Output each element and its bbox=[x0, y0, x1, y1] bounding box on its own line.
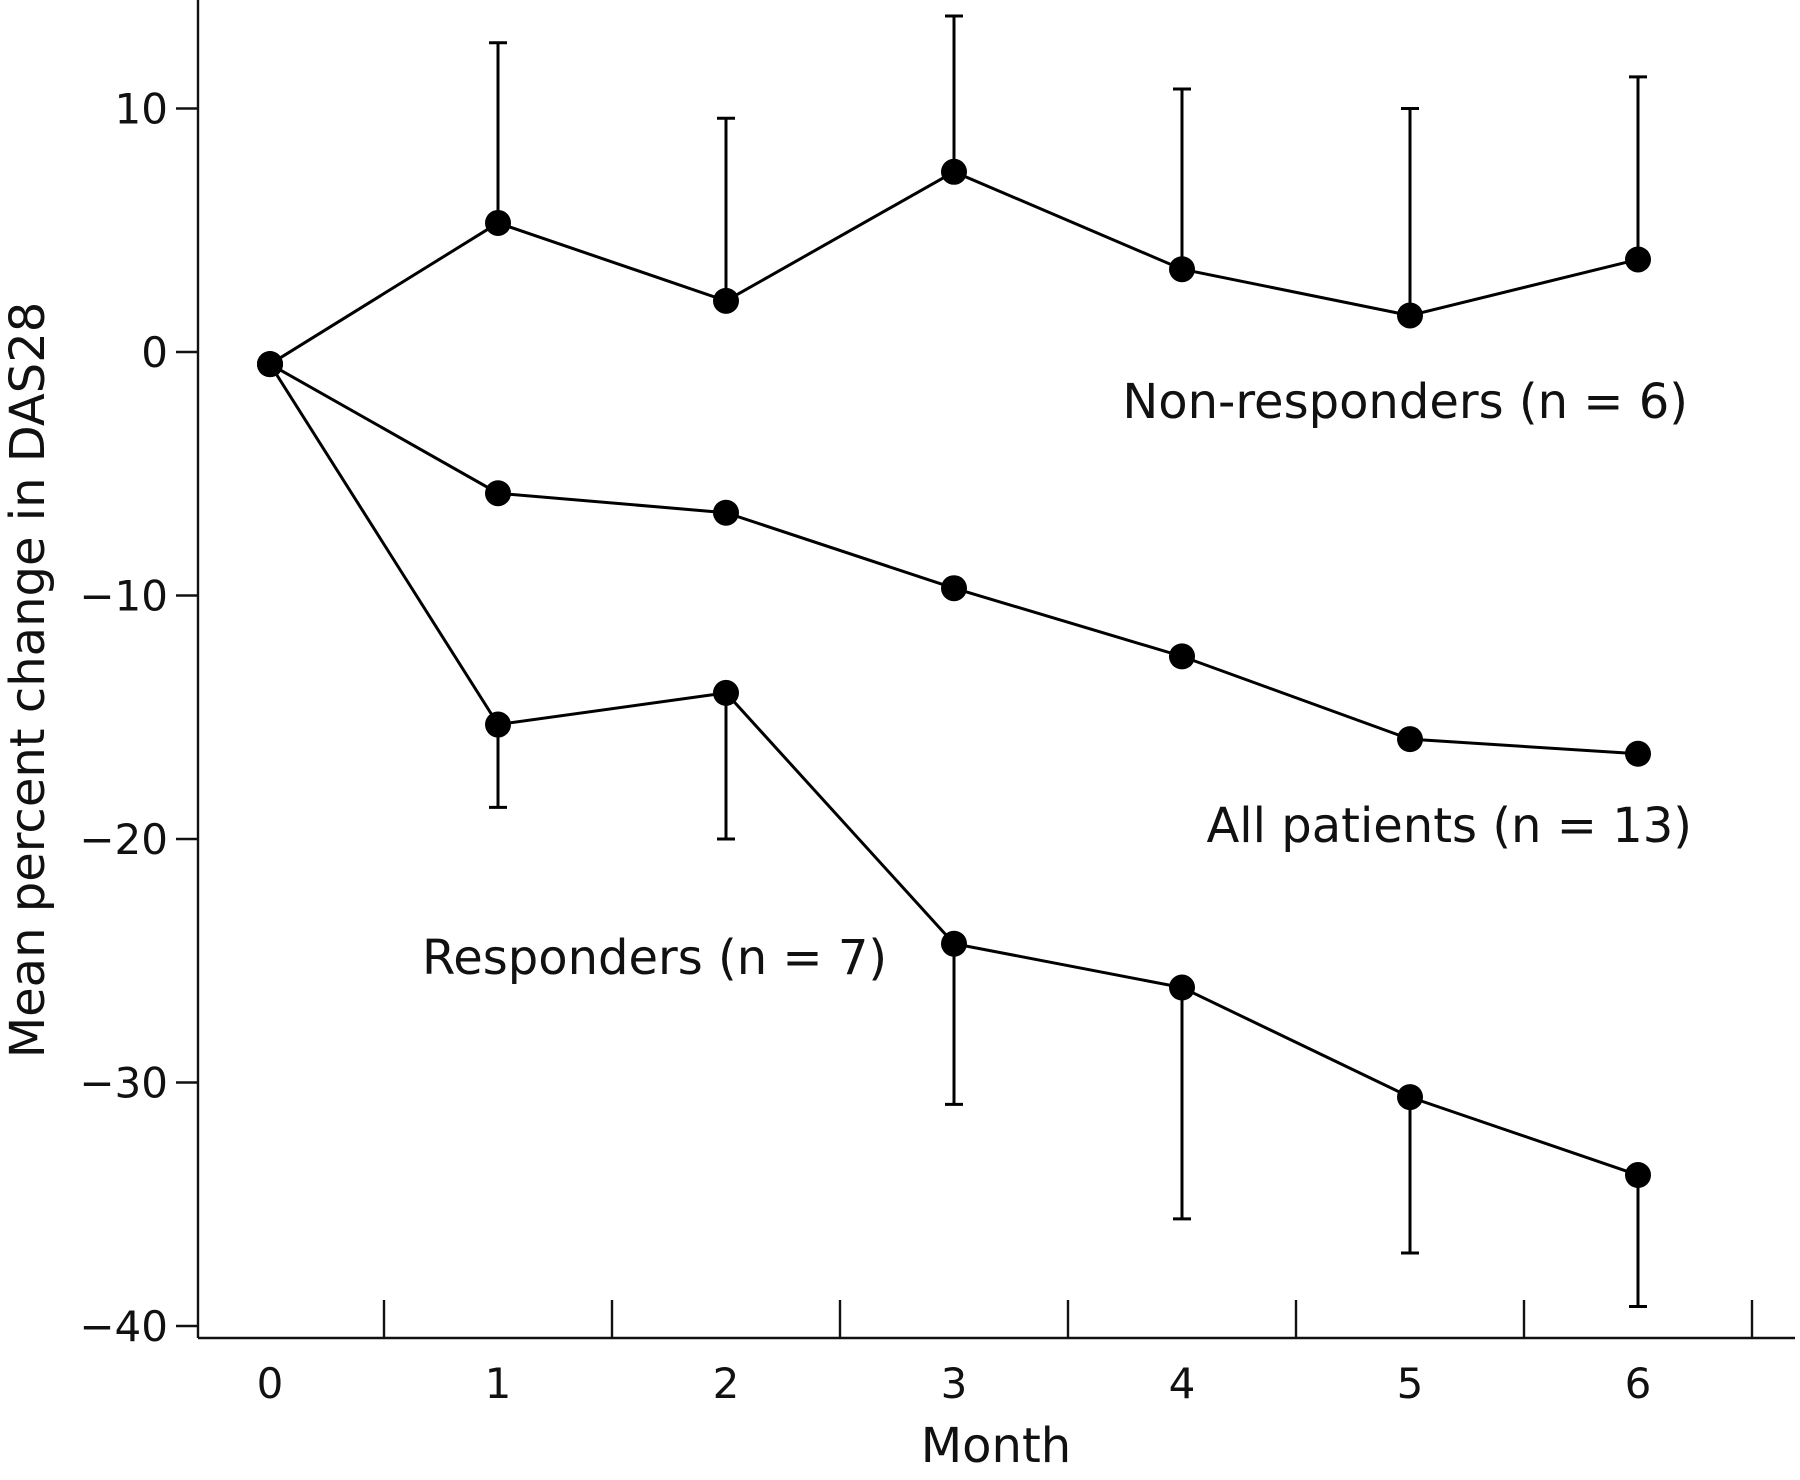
data-point bbox=[1169, 643, 1195, 670]
y-tick-label: 10 bbox=[115, 85, 168, 134]
data-point bbox=[485, 480, 511, 507]
data-point bbox=[1169, 256, 1195, 283]
y-axis-title: Mean percent change in DAS28 bbox=[0, 302, 56, 1059]
y-tick-label: 0 bbox=[141, 328, 168, 377]
data-point bbox=[485, 711, 511, 738]
series-layer bbox=[257, 14, 1651, 1309]
data-point bbox=[485, 209, 511, 236]
data-point bbox=[257, 351, 283, 378]
data-point bbox=[1625, 246, 1651, 273]
series-2 bbox=[257, 351, 1651, 1309]
x-tick-label: 5 bbox=[1397, 1359, 1424, 1408]
x-axis-title: Month bbox=[921, 1418, 1071, 1474]
x-axis-ticks: 0 1 2 3 4 5 6 bbox=[257, 1300, 1754, 1408]
series-label-all-patients: All patients (n = 13) bbox=[1206, 798, 1692, 854]
data-point bbox=[1625, 1162, 1651, 1189]
x-tick-label: 4 bbox=[1169, 1359, 1196, 1408]
series-line bbox=[269, 170, 1639, 366]
data-point bbox=[1169, 974, 1195, 1001]
x-tick-label: 1 bbox=[485, 1359, 512, 1408]
y-tick-label: −10 bbox=[79, 572, 168, 621]
series-0 bbox=[257, 14, 1651, 378]
y-axis-ticks: 10 0 −10 −20 −30 −40 bbox=[79, 85, 198, 1351]
series-label-responders: Responders (n = 7) bbox=[422, 930, 887, 986]
data-point bbox=[1397, 1084, 1423, 1111]
y-tick-label: −40 bbox=[79, 1302, 168, 1351]
x-tick-label: 0 bbox=[257, 1359, 284, 1408]
data-point bbox=[1397, 726, 1423, 753]
data-point bbox=[941, 575, 967, 602]
y-tick-label: −20 bbox=[79, 815, 168, 864]
y-tick-label: −30 bbox=[79, 1059, 168, 1108]
data-point bbox=[713, 679, 739, 706]
x-tick-label: 6 bbox=[1625, 1359, 1652, 1408]
data-point bbox=[941, 930, 967, 957]
data-point bbox=[713, 499, 739, 526]
series-label-non-responders: Non-responders (n = 6) bbox=[1122, 374, 1688, 430]
data-point bbox=[713, 287, 739, 314]
x-tick-label: 3 bbox=[941, 1359, 968, 1408]
data-point bbox=[1397, 302, 1423, 329]
data-point bbox=[941, 158, 967, 185]
data-point bbox=[1625, 740, 1651, 767]
x-tick-label: 2 bbox=[713, 1359, 740, 1408]
